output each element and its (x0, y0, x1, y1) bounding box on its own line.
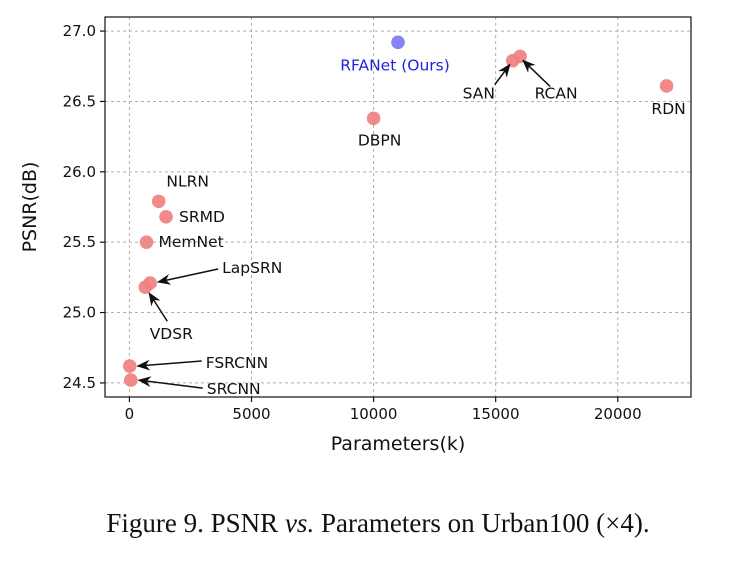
point-label: RDN (651, 100, 685, 118)
y-tick-label: 27.0 (63, 22, 96, 40)
figure-caption: Figure 9. PSNR vs. Parameters on Urban10… (0, 508, 756, 539)
annotation-arrow (148, 292, 168, 322)
point-label: SRMD (179, 208, 225, 226)
x-tick-label: 5000 (232, 405, 270, 423)
point-label: VDSR (150, 325, 193, 343)
y-tick-label: 26.0 (63, 163, 96, 181)
data-point (124, 373, 138, 387)
caption-suffix: Parameters on Urban100 (×4). (314, 508, 650, 538)
plot-frame (104, 16, 692, 398)
caption-prefix: Figure 9. PSNR (106, 508, 285, 538)
grid-lines (105, 17, 691, 397)
point-label: LapSRN (222, 259, 282, 277)
data-point (159, 210, 173, 224)
data-point (505, 53, 520, 68)
point-label: MemNet (159, 233, 224, 251)
y-axis-title: PSNR(dB) (19, 162, 41, 253)
point-labels: RFANet (Ours) RDN RCAN SAN DBPN NLRN SRMD MemNe… (150, 56, 686, 398)
data-point (151, 194, 166, 209)
y-tick-label: 24.5 (63, 374, 96, 392)
annotation-arrows (136, 59, 551, 389)
x-tick-label: 20000 (594, 405, 642, 423)
annotation-arrow (137, 376, 203, 389)
y-tick-label: 26.5 (63, 92, 96, 110)
annotation-arrow (522, 59, 551, 87)
point-label: RFANet (Ours) (340, 56, 450, 74)
annotation-arrow (156, 268, 219, 285)
annotation-arrow (136, 359, 202, 371)
x-tick-label: 15000 (472, 405, 520, 423)
x-axis-title: Parameters(k) (331, 433, 466, 455)
data-point (391, 35, 405, 50)
data-point (139, 235, 154, 249)
data-point (366, 111, 381, 126)
data-points (122, 35, 674, 387)
point-label: FSRCNN (206, 354, 268, 372)
annotation-arrow (494, 63, 511, 86)
x-tick-label: 10000 (350, 405, 398, 423)
point-label: DBPN (358, 131, 402, 149)
caption-italic: vs. (284, 508, 315, 538)
data-point (659, 79, 674, 93)
scatter-chart: 0 5000 10000 15000 20000 24.5 25.0 25.5 26.0 26.5… (19, 16, 692, 455)
point-label: NLRN (166, 172, 209, 190)
y-tick-label: 25.0 (63, 304, 96, 322)
point-label: SRCNN (207, 380, 261, 398)
point-label: SAN (463, 85, 495, 103)
data-point (138, 280, 153, 295)
y-tick-label: 25.5 (63, 233, 96, 251)
point-label: RCAN (535, 84, 578, 102)
x-tick-label: 0 (125, 405, 135, 423)
data-point (122, 359, 137, 373)
axis-ticks: 0 5000 10000 15000 20000 24.5 25.0 25.5 26.0 26.5… (63, 22, 642, 423)
